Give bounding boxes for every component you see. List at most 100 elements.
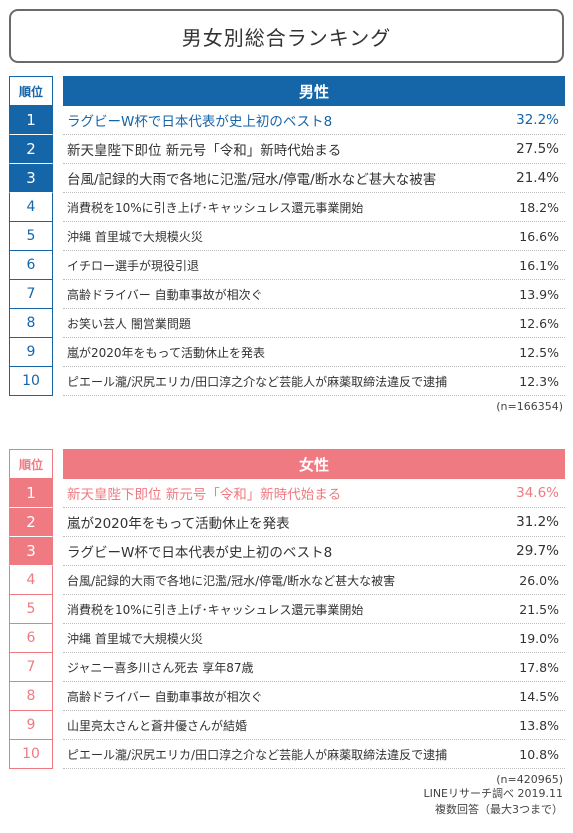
ranking-item: 台風/記録的大雨で各地に氾濫/冠水/停電/断水など甚大な被害 26.0% [63,566,565,595]
ranking-item: お笑い芸人 闇営業問題 12.6% [63,309,565,338]
rank-number: 3 [9,537,53,566]
ranking-item: 新天皇陛下即位 新元号「令和」新時代始まる 27.5% [63,135,565,164]
ranking-item: 山里亮太さんと蒼井優さんが結婚 13.8% [63,711,565,740]
ranking-row: 10 ピエール瀧/沢尻エリカ/田口淳之介など芸能人が麻薬取締法違反で逮捕 10.8% [9,740,565,769]
item-label: 高齢ドライバー 自動車事故が相次ぐ [67,287,263,302]
ranking-item: 消費税を10%に引き上げ･キャッシュレス還元事業開始 21.5% [63,595,565,624]
rank-number: 5 [9,222,53,251]
item-label: ピエール瀧/沢尻エリカ/田口淳之介など芸能人が麻薬取締法違反で逮捕 [67,747,448,762]
ranking-item: 高齢ドライバー 自動車事故が相次ぐ 14.5% [63,682,565,711]
item-label: ラグビーW杯で日本代表が史上初のベスト8 [67,114,333,130]
item-label: お笑い芸人 闇営業問題 [67,316,191,331]
rank-number: 8 [9,309,53,338]
rank-number: 8 [9,682,53,711]
rank-number: 10 [9,740,53,769]
rank-number: 2 [9,508,53,537]
item-label: 山里亮太さんと蒼井優さんが結婚 [67,718,248,733]
item-percentage: 17.8% [519,659,559,675]
ranking-row: 8 高齢ドライバー 自動車事故が相次ぐ 14.5% [9,682,565,711]
item-label: 嵐が2020年をもって活動休止を発表 [67,345,265,360]
ranking-item: 沖縄 首里城で大規模火災 16.6% [63,222,565,251]
ranking-item: イチロー選手が現役引退 16.1% [63,251,565,280]
item-percentage: 12.3% [519,373,559,389]
rank-number: 2 [9,135,53,164]
item-percentage: 21.5% [519,601,559,617]
ranking-row: 6 イチロー選手が現役引退 16.1% [9,251,565,280]
rank-number: 4 [9,566,53,595]
ranking-row: 5 消費税を10%に引き上げ･キャッシュレス還元事業開始 21.5% [9,595,565,624]
ranking-row: 1 ラグビーW杯で日本代表が史上初のベスト8 32.2% [9,106,565,135]
item-percentage: 26.0% [519,572,559,588]
item-percentage: 21.4% [516,170,559,186]
ranking-row: 8 お笑い芸人 闇営業問題 12.6% [9,309,565,338]
ranking-row: 7 高齢ドライバー 自動車事故が相次ぐ 13.9% [9,280,565,309]
item-label: 台風/記録的大雨で各地に氾濫/冠水/停電/断水など甚大な被害 [67,172,437,188]
ranking-row: 7 ジャニー喜多川さん死去 享年87歳 17.8% [9,653,565,682]
rank-number: 6 [9,624,53,653]
ranking-row: 10 ピエール瀧/沢尻エリカ/田口淳之介など芸能人が麻薬取締法違反で逮捕 12.3% [9,367,565,396]
ranking-row: 5 沖縄 首里城で大規模火災 16.6% [9,222,565,251]
ranking-item: 台風/記録的大雨で各地に氾濫/冠水/停電/断水など甚大な被害 21.4% [63,164,565,193]
rank-number: 7 [9,280,53,309]
ranking-row: 1 新天皇陛下即位 新元号「令和」新時代始まる 34.6% [9,479,565,508]
male-sample-size: (n=166354) [496,400,563,413]
rank-column-header: 順位 [9,449,53,479]
item-percentage: 16.1% [519,257,559,273]
item-percentage: 10.8% [519,746,559,762]
rank-number: 5 [9,595,53,624]
female-header: 女性 [63,449,565,479]
rank-number: 9 [9,711,53,740]
page-title: 男女別総合ランキング [9,9,564,63]
item-percentage: 14.5% [519,688,559,704]
ranking-row: 9 山里亮太さんと蒼井優さんが結婚 13.8% [9,711,565,740]
rank-number: 6 [9,251,53,280]
rank-number: 9 [9,338,53,367]
item-label: 新天皇陛下即位 新元号「令和」新時代始まる [67,487,342,503]
item-percentage: 16.6% [519,228,559,244]
ranking-item: 嵐が2020年をもって活動休止を発表 12.5% [63,338,565,367]
male-ranking: 順位 男性 1 ラグビーW杯で日本代表が史上初のベスト8 32.2% 2 新天皇陛下即位… [9,76,565,413]
ranking-row: 6 沖縄 首里城で大規模火災 19.0% [9,624,565,653]
rank-number: 1 [9,479,53,508]
item-label: 台風/記録的大雨で各地に氾濫/冠水/停電/断水など甚大な被害 [67,573,396,588]
item-label: 新天皇陛下即位 新元号「令和」新時代始まる [67,143,342,159]
item-percentage: 29.7% [516,543,559,559]
ranking-item: 沖縄 首里城で大規模火災 19.0% [63,624,565,653]
answer-note: 複数回答（最大3つまで） [435,803,563,816]
ranking-item: 新天皇陛下即位 新元号「令和」新時代始まる 34.6% [63,479,565,508]
ranking-item: ピエール瀧/沢尻エリカ/田口淳之介など芸能人が麻薬取締法違反で逮捕 10.8% [63,740,565,769]
male-rows: 1 ラグビーW杯で日本代表が史上初のベスト8 32.2% 2 新天皇陛下即位 新元号「令… [9,106,565,396]
item-percentage: 12.5% [519,344,559,360]
female-sample-size: (n=420965) [496,773,563,786]
item-label: 高齢ドライバー 自動車事故が相次ぐ [67,689,263,704]
item-label: ラグビーW杯で日本代表が史上初のベスト8 [67,545,333,561]
item-percentage: 13.9% [519,286,559,302]
rank-number: 1 [9,106,53,135]
item-label: 沖縄 首里城で大規模火災 [67,631,203,646]
ranking-item: ピエール瀧/沢尻エリカ/田口淳之介など芸能人が麻薬取締法違反で逮捕 12.3% [63,367,565,396]
item-label: 嵐が2020年をもって活動休止を発表 [67,516,290,532]
item-label: 消費税を10%に引き上げ･キャッシュレス還元事業開始 [67,602,364,617]
ranking-item: ラグビーW杯で日本代表が史上初のベスト8 32.2% [63,106,565,135]
rank-number: 10 [9,367,53,396]
ranking-item: 高齢ドライバー 自動車事故が相次ぐ 13.9% [63,280,565,309]
ranking-item: 消費税を10%に引き上げ･キャッシュレス還元事業開始 18.2% [63,193,565,222]
item-label: 消費税を10%に引き上げ･キャッシュレス還元事業開始 [67,200,364,215]
female-ranking: 順位 女性 1 新天皇陛下即位 新元号「令和」新時代始まる 34.6% 2 嵐が2020… [9,449,565,786]
rank-number: 3 [9,164,53,193]
item-percentage: 18.2% [519,199,559,215]
item-percentage: 32.2% [516,112,559,128]
female-rows: 1 新天皇陛下即位 新元号「令和」新時代始まる 34.6% 2 嵐が2020年をもって活… [9,479,565,769]
rank-number: 4 [9,193,53,222]
item-percentage: 31.2% [516,514,559,530]
item-label: イチロー選手が現役引退 [67,258,200,273]
ranking-item: ラグビーW杯で日本代表が史上初のベスト8 29.7% [63,537,565,566]
ranking-item: 嵐が2020年をもって活動休止を発表 31.2% [63,508,565,537]
male-header: 男性 [63,76,565,106]
item-label: 沖縄 首里城で大規模火災 [67,229,203,244]
ranking-row: 3 ラグビーW杯で日本代表が史上初のベスト8 29.7% [9,537,565,566]
ranking-row: 2 嵐が2020年をもって活動休止を発表 31.2% [9,508,565,537]
item-percentage: 34.6% [516,485,559,501]
female-header-row: 順位 女性 [9,449,565,479]
ranking-row: 2 新天皇陛下即位 新元号「令和」新時代始まる 27.5% [9,135,565,164]
